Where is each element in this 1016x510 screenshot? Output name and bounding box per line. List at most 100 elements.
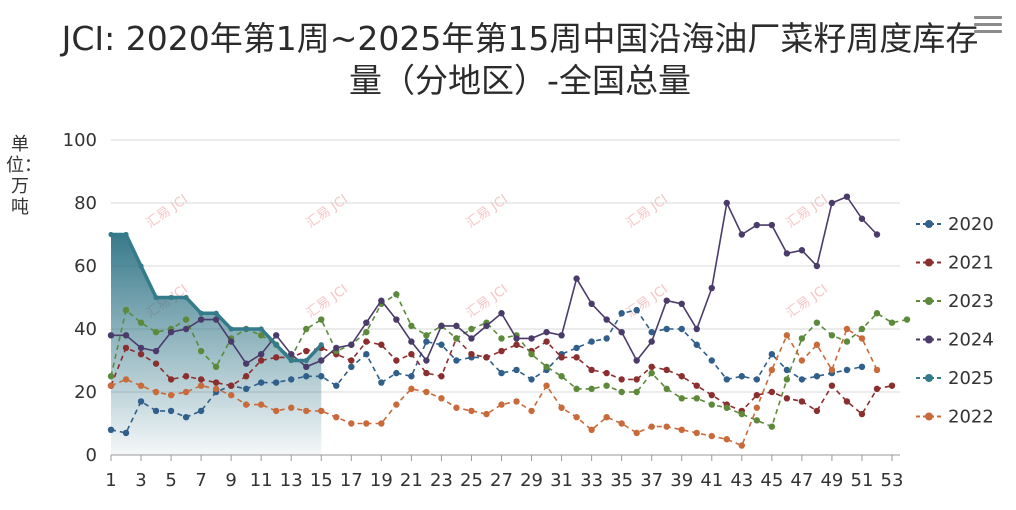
data-point-2024	[573, 275, 580, 282]
data-point-2020	[708, 357, 715, 364]
series-line-2024	[111, 195, 878, 368]
data-point-2023	[903, 316, 911, 323]
legend-marker-2022	[925, 412, 933, 421]
data-point-2024	[693, 325, 700, 333]
data-point-2022	[858, 335, 866, 342]
data-point-2020	[738, 373, 746, 380]
data-point-2021	[363, 338, 370, 345]
y-tick-label: 100	[63, 130, 97, 151]
data-point-2021	[633, 376, 640, 383]
watermark-text: 汇易 JCI	[464, 192, 511, 231]
data-point-2021	[678, 373, 685, 380]
data-point-2022	[137, 382, 145, 389]
data-point-2024	[288, 351, 295, 358]
data-point-2020	[588, 338, 595, 345]
data-point-2023	[618, 388, 625, 396]
data-point-2023	[693, 395, 700, 402]
data-point-2024	[167, 328, 175, 336]
data-point-2020	[528, 376, 535, 383]
data-point-2024	[468, 335, 475, 342]
data-point-2024	[813, 262, 821, 270]
data-point-2022	[543, 382, 550, 389]
data-point-2020	[423, 338, 430, 345]
data-point-2024	[783, 250, 791, 257]
data-point-2020	[303, 373, 310, 380]
data-point-2022	[152, 388, 160, 396]
data-point-2024	[393, 316, 400, 323]
data-point-2025	[183, 294, 189, 301]
data-point-2021	[708, 391, 715, 399]
data-point-2025	[228, 326, 234, 332]
data-point-2022	[122, 376, 130, 383]
data-point-2023	[678, 395, 685, 402]
data-point-2020	[107, 426, 115, 433]
data-point-2022	[288, 404, 295, 411]
data-point-2023	[408, 322, 415, 330]
data-point-2023	[498, 335, 505, 342]
data-point-2021	[603, 369, 610, 377]
data-point-2023	[828, 332, 836, 339]
menu-bar	[974, 16, 1002, 19]
x-tick-label: 9	[225, 470, 236, 491]
legend-label-2025: 2025	[948, 368, 994, 389]
x-tick-label: 21	[400, 470, 423, 491]
data-point-2022	[678, 426, 685, 433]
data-point-2023	[558, 373, 565, 380]
data-point-2021	[393, 357, 400, 364]
data-point-2020	[633, 306, 640, 314]
data-point-2021	[197, 376, 205, 383]
data-point-2025	[108, 231, 114, 238]
data-point-2020	[663, 325, 670, 333]
data-point-2022	[257, 401, 265, 408]
data-point-2024	[678, 300, 685, 307]
data-point-2020	[678, 325, 685, 333]
x-tick-label: 39	[670, 470, 693, 491]
x-tick-label: 17	[340, 470, 363, 491]
data-point-2021	[843, 398, 851, 405]
y-tick-label: 20	[74, 382, 97, 403]
data-point-2022	[197, 382, 205, 389]
data-point-2024	[648, 338, 655, 345]
y-axis-label: 单位：万吨	[6, 134, 42, 218]
x-tick-label: 35	[610, 470, 633, 491]
legend-marker-2023	[925, 297, 933, 305]
data-point-2020	[257, 379, 265, 386]
data-point-2023	[648, 369, 655, 377]
data-point-2022	[227, 391, 235, 399]
hamburger-menu-icon[interactable]	[974, 12, 1002, 36]
data-point-2023	[543, 363, 550, 370]
data-point-2020	[498, 369, 505, 377]
x-tick-label: 47	[790, 470, 813, 491]
x-tick-label: 53	[881, 470, 904, 491]
legend-marker-2021	[925, 258, 933, 267]
data-point-2021	[753, 391, 761, 399]
data-point-2023	[257, 332, 265, 339]
data-point-2020	[768, 351, 776, 358]
legend-marker-2024	[925, 335, 933, 344]
data-point-2021	[648, 363, 655, 370]
data-point-2021	[813, 407, 821, 415]
watermark-text: 汇易 JCI	[144, 192, 191, 231]
data-point-2021	[828, 382, 836, 389]
data-point-2024	[663, 297, 670, 304]
x-tick-label: 7	[195, 470, 206, 491]
y-tick-label: 80	[74, 193, 97, 214]
y-tick-label: 60	[74, 256, 97, 277]
series-line-2022	[110, 327, 878, 447]
data-point-2022	[528, 407, 535, 415]
data-point-2022	[843, 325, 851, 333]
data-point-2023	[708, 401, 715, 408]
data-point-2020	[798, 376, 806, 383]
data-point-2022	[618, 420, 625, 427]
data-point-2025	[243, 326, 249, 332]
series-line-2021	[110, 336, 893, 416]
data-point-2020	[273, 379, 280, 386]
data-point-2021	[303, 347, 310, 355]
data-point-2022	[318, 407, 325, 415]
data-point-2022	[738, 442, 746, 449]
data-point-2022	[453, 404, 460, 411]
data-point-2022	[558, 404, 565, 411]
x-tick-label: 3	[135, 470, 146, 491]
data-point-2020	[618, 310, 625, 317]
x-tick-label: 37	[640, 470, 663, 491]
